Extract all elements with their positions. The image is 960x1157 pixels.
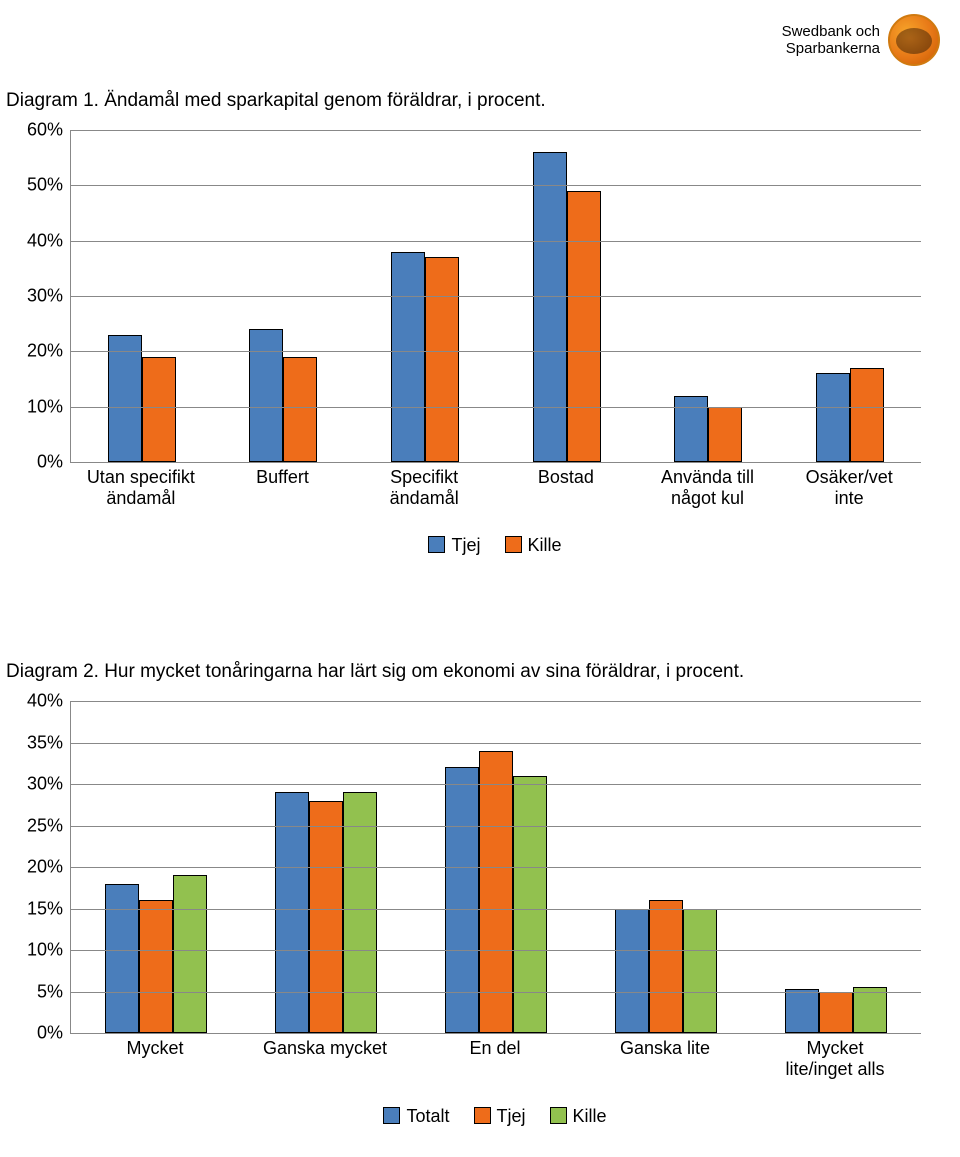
chart2-ytick: 0% xyxy=(37,1023,71,1044)
chart2-gridline xyxy=(71,826,921,827)
chart1-bar xyxy=(249,329,283,462)
chart2-xlabel: Mycketlite/inget alls xyxy=(750,1038,920,1080)
chart1-bar xyxy=(567,191,601,462)
chart1-xlabel: Osäker/vetinte xyxy=(778,467,920,509)
chart1-xlabel: Bostad xyxy=(495,467,637,509)
chart2-bar xyxy=(513,776,547,1033)
chart1-gridline xyxy=(71,407,921,408)
chart2-ytick: 10% xyxy=(27,940,71,961)
chart1-bar xyxy=(425,257,459,462)
chart2-legend-label: Totalt xyxy=(406,1106,449,1126)
chart2-gridline xyxy=(71,743,921,744)
chart2-bar xyxy=(819,992,853,1034)
chart1-gridline xyxy=(71,185,921,186)
chart1-legend-swatch xyxy=(505,536,522,553)
chart2-xlabels: MycketGanska mycketEn delGanska liteMyck… xyxy=(70,1038,920,1080)
chart2-legend-label: Kille xyxy=(573,1106,607,1126)
chart2-bar xyxy=(445,767,479,1033)
chart1-xlabel: Utan specifiktändamål xyxy=(70,467,212,509)
chart2-legend-item: Tjej xyxy=(474,1106,526,1127)
chart2-xlabel: Ganska mycket xyxy=(240,1038,410,1080)
chart1-bar xyxy=(708,407,742,462)
chart2-ytick: 20% xyxy=(27,857,71,878)
chart2-bar xyxy=(853,987,887,1033)
chart2-ytick: 30% xyxy=(27,774,71,795)
chart2-bar xyxy=(309,801,343,1033)
chart2-bar xyxy=(139,900,173,1033)
chart1-bar xyxy=(108,335,142,462)
chart2-ytick: 15% xyxy=(27,898,71,919)
chart2-bar xyxy=(173,875,207,1033)
chart1-legend-swatch xyxy=(428,536,445,553)
chart1-ytick: 50% xyxy=(27,175,71,196)
chart2-xlabel: Ganska lite xyxy=(580,1038,750,1080)
chart1-gridline xyxy=(71,351,921,352)
chart1-ytick: 20% xyxy=(27,341,71,362)
chart1-bar xyxy=(283,357,317,462)
chart2-bar xyxy=(275,792,309,1033)
chart1-xlabel: Buffert xyxy=(212,467,354,509)
chart2-plot: 0%5%10%15%20%25%30%35%40% xyxy=(70,701,921,1034)
chart1-bar xyxy=(391,252,425,462)
chart1-ytick: 0% xyxy=(37,452,71,473)
chart2-legend-swatch xyxy=(550,1107,567,1124)
chart2-title: Diagram 2. Hur mycket tonåringarna har l… xyxy=(6,661,960,683)
chart2-legend-swatch xyxy=(383,1107,400,1124)
chart2-bar xyxy=(105,884,139,1033)
chart1-bar xyxy=(674,396,708,462)
chart1-legend-item: Tjej xyxy=(428,535,480,556)
chart2-gridline xyxy=(71,701,921,702)
chart2-legend-item: Kille xyxy=(550,1106,607,1127)
chart2-bar xyxy=(683,909,717,1034)
chart1-ytick: 10% xyxy=(27,396,71,417)
chart1-gridline xyxy=(71,296,921,297)
chart2-bar xyxy=(649,900,683,1033)
chart2-bar xyxy=(785,989,819,1033)
chart1-legend-label: Kille xyxy=(528,535,562,555)
chart1-xlabels: Utan specifiktändamålBuffertSpecifiktänd… xyxy=(70,467,920,509)
chart2-legend-item: Totalt xyxy=(383,1106,449,1127)
brand-line2: Sparbankerna xyxy=(782,40,880,57)
chart2-gridline xyxy=(71,992,921,993)
chart1-xlabel: Specifiktändamål xyxy=(353,467,495,509)
chart2-xlabel: En del xyxy=(410,1038,580,1080)
brand-logo: Swedbank och Sparbankerna xyxy=(782,14,940,66)
chart1-plot: 0%10%20%30%40%50%60% xyxy=(70,130,921,463)
chart1-bar xyxy=(533,152,567,462)
chart2-legend: Totalt Tjej Kille xyxy=(70,1106,920,1127)
chart1-title: Diagram 1. Ändamål med sparkapital genom… xyxy=(6,90,960,112)
chart1-ytick: 30% xyxy=(27,286,71,307)
chart2-gridline xyxy=(71,909,921,910)
chart1-legend: Tjej Kille xyxy=(70,535,920,556)
chart2-ytick: 40% xyxy=(27,691,71,712)
chart1-ytick: 60% xyxy=(27,120,71,141)
chart2-ytick: 5% xyxy=(37,981,71,1002)
chart2-legend-label: Tjej xyxy=(497,1106,526,1126)
chart1-gridline xyxy=(71,241,921,242)
chart1-gridline xyxy=(71,130,921,131)
chart2-gridline xyxy=(71,950,921,951)
chart2-ytick: 25% xyxy=(27,815,71,836)
brand-line1: Swedbank och xyxy=(782,23,880,40)
chart1-bar xyxy=(142,357,176,462)
chart2-bar xyxy=(343,792,377,1033)
chart2-legend-swatch xyxy=(474,1107,491,1124)
chart2-ytick: 35% xyxy=(27,732,71,753)
chart1-bar xyxy=(816,373,850,462)
chart2-xlabel: Mycket xyxy=(70,1038,240,1080)
chart1-ytick: 40% xyxy=(27,230,71,251)
chart1-legend-label: Tjej xyxy=(451,535,480,555)
brand-badge-icon xyxy=(888,14,940,66)
chart1-xlabel: Använda tillnågot kul xyxy=(637,467,779,509)
chart2-bar xyxy=(615,909,649,1034)
chart2-gridline xyxy=(71,867,921,868)
chart1-bar xyxy=(850,368,884,462)
chart2: 0%5%10%15%20%25%30%35%40%MycketGanska my… xyxy=(6,701,960,1127)
chart1: 0%10%20%30%40%50%60%Utan specifiktändamå… xyxy=(6,130,960,556)
chart1-legend-item: Kille xyxy=(505,535,562,556)
brand-text: Swedbank och Sparbankerna xyxy=(782,23,880,57)
chart2-gridline xyxy=(71,784,921,785)
